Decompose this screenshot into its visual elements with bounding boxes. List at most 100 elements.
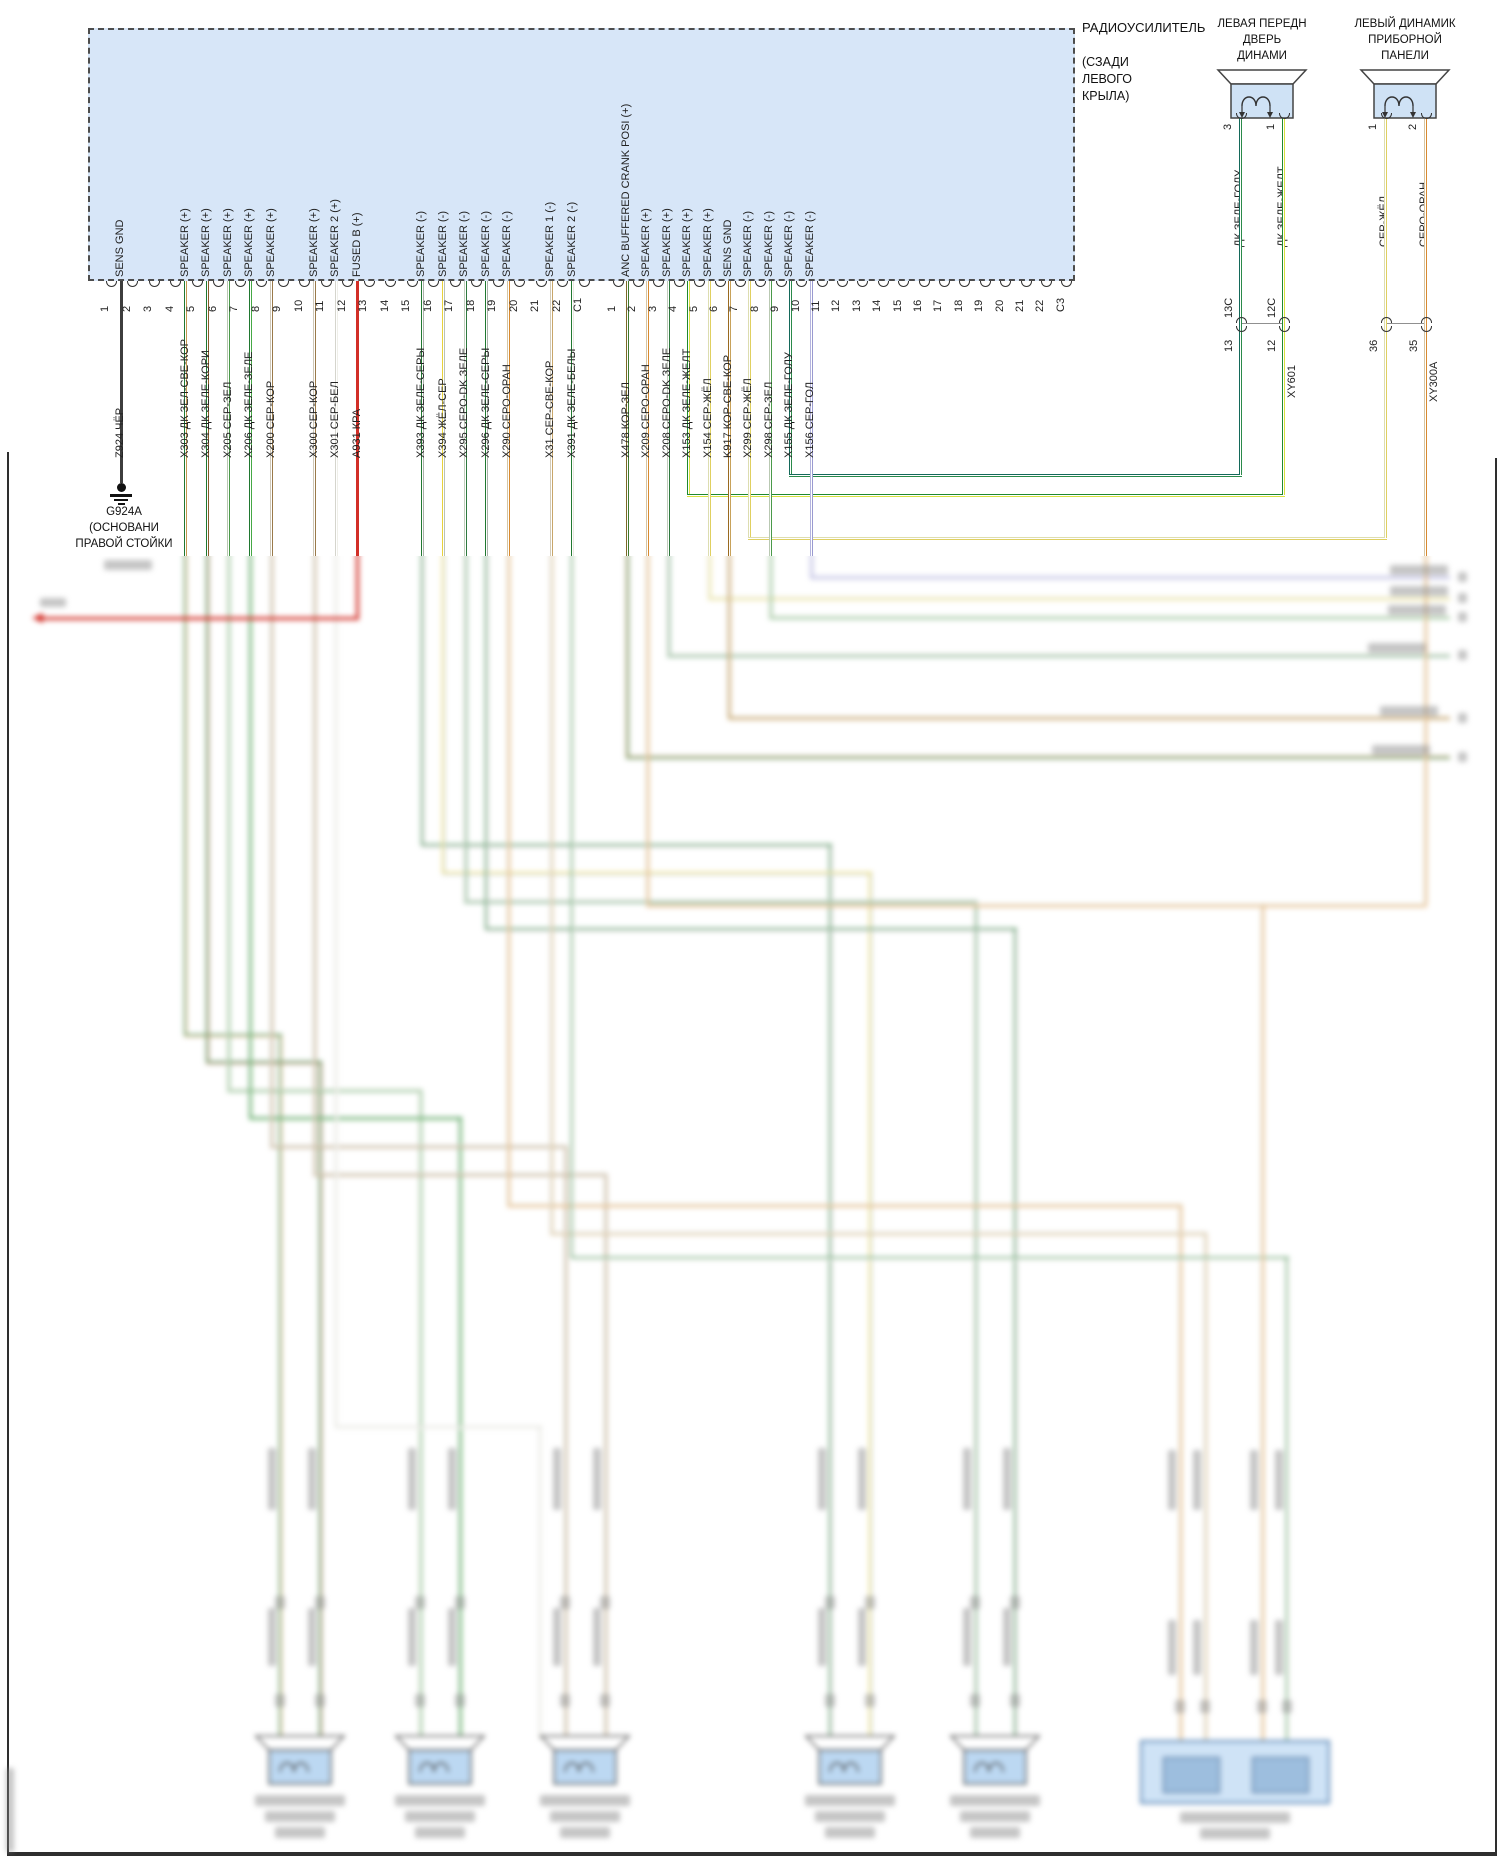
connector-pin xyxy=(320,281,332,287)
connector-pin xyxy=(277,281,289,287)
radio-amplifier-box xyxy=(88,28,1075,281)
pin-number: 7 xyxy=(228,305,240,312)
wire-segment xyxy=(603,1174,607,1740)
wire-segment xyxy=(549,281,553,556)
wire-segment xyxy=(1260,905,1264,1741)
blurred-text xyxy=(960,1811,1030,1822)
wire-segment xyxy=(625,556,629,757)
ground-note-line: (ОСНОВАНИ xyxy=(89,522,159,534)
pin-number: 17 xyxy=(932,299,945,312)
connector-pin xyxy=(612,281,624,287)
pin-function-label: SPEAKER (+) xyxy=(264,208,277,277)
wire-label: X156 СЕР-ГОЛ xyxy=(803,381,816,458)
blurred-text xyxy=(818,1448,826,1510)
pin-function-label: SPEAKER 2 (+) xyxy=(329,199,341,277)
blurred-text xyxy=(865,1596,875,1609)
connector-pin xyxy=(1000,281,1012,287)
blurred-text xyxy=(408,1448,416,1510)
pin-function-label: ANC BUFFERED CRANK POSI (+) xyxy=(620,103,632,277)
inline-connector-half xyxy=(1420,317,1432,323)
blurred-text xyxy=(308,1608,316,1666)
blurred-text xyxy=(395,1795,485,1806)
blurred-text xyxy=(1282,1700,1292,1713)
blurred-text xyxy=(1380,706,1438,716)
pin-number: 22 xyxy=(550,299,563,312)
blurred-text xyxy=(560,1827,610,1838)
wire-label: X304 ДК ЗЕЛЕ-КОРИ xyxy=(200,350,212,458)
wire-label: X301 СЕР-БЕЛ xyxy=(329,381,341,458)
wire-segment xyxy=(973,901,977,1740)
wire-label: X200 СЕР-КОР xyxy=(264,380,277,458)
amplifier-title: РАДИОУСИЛИТЕЛЬ xyxy=(1082,20,1206,35)
blurred-text xyxy=(1458,752,1467,762)
connector-pin xyxy=(514,281,525,287)
wire-segment xyxy=(549,556,553,1233)
blurred-text xyxy=(1458,713,1467,723)
blurred-text xyxy=(593,1448,601,1510)
dash-speaker-title: ПРИБОРНОЙ xyxy=(1368,34,1442,46)
wire-segment xyxy=(205,281,209,556)
blurred-text xyxy=(1168,1450,1176,1510)
speaker-pin-socket xyxy=(1278,113,1290,119)
wire-segment xyxy=(686,493,1285,497)
pin-number: 5 xyxy=(185,305,197,312)
bottom-speaker-symbol xyxy=(252,1734,348,1791)
blurred-text xyxy=(970,1596,980,1609)
wire-segment xyxy=(809,281,813,556)
page-border-bottom xyxy=(7,1852,1497,1856)
blurred-text xyxy=(268,1448,276,1510)
blurred-text xyxy=(1180,1812,1290,1823)
pin-number: 16 xyxy=(912,299,924,312)
wire-segment xyxy=(1203,1233,1207,1741)
connector-pin xyxy=(653,281,665,287)
pin-number: 8 xyxy=(748,305,761,312)
ground-id: G924A xyxy=(106,506,142,518)
inline-connector-half xyxy=(1420,326,1432,332)
pin-function-label: SPEAKER (-) xyxy=(479,210,492,277)
blurred-text xyxy=(970,1827,1020,1838)
bottom-module-inner-box xyxy=(1252,1757,1309,1793)
speaker-pin-socket xyxy=(1380,113,1392,119)
blurred-text xyxy=(1010,1694,1020,1707)
connector-pin xyxy=(342,281,353,287)
pin-function-label: SPEAKER (+) xyxy=(640,208,653,277)
wire-segment xyxy=(318,1062,322,1740)
wire-label: X205 СЕР-ЗЕЛ xyxy=(221,381,234,458)
wire-label: X393 ДК ЗЕЛЕ-СЕРЫ xyxy=(415,347,427,458)
blurred-text xyxy=(315,1596,325,1609)
blurred-text xyxy=(600,1596,610,1609)
blurred-text xyxy=(1200,1700,1210,1713)
connector-pin xyxy=(775,281,787,287)
pin-number: 4 xyxy=(163,305,176,312)
wire-label: X295 СЕРО-DK ЗЕЛЕ xyxy=(458,347,470,458)
blurred-text xyxy=(255,1795,345,1806)
pin-number: 10 xyxy=(292,299,305,312)
pin-number: 13 xyxy=(850,299,863,312)
blurred-text xyxy=(825,1596,835,1609)
bottom-speaker-symbol xyxy=(392,1734,488,1791)
wire-segment xyxy=(788,281,792,475)
blurred-text xyxy=(560,1694,570,1707)
offpage-arrow xyxy=(32,613,43,623)
blurred-text xyxy=(308,1448,316,1510)
blurred-text xyxy=(950,1795,1040,1806)
connector-pin xyxy=(492,281,504,287)
pin-function-label: SPEAKER (-) xyxy=(501,210,513,277)
connector-pin xyxy=(406,281,418,287)
blurred-text xyxy=(415,1827,465,1838)
wire-label: X290 СЕРО-ОРАН xyxy=(501,364,513,458)
blurred-text xyxy=(1275,1450,1283,1510)
connector-pin xyxy=(918,281,930,287)
blurred-text xyxy=(963,1448,971,1510)
blurred-text xyxy=(858,1448,866,1510)
connector-pin xyxy=(979,281,991,287)
blurred-text xyxy=(1368,643,1426,653)
pin-number: 2 xyxy=(120,305,133,312)
door-speaker-title: ЛЕВАЯ ПЕРЕДН xyxy=(1217,18,1307,30)
wire-segment xyxy=(809,556,813,577)
wire-segment xyxy=(707,596,1450,600)
blurred-text xyxy=(815,1811,885,1822)
wire-segment xyxy=(1013,929,1017,1740)
pin-number: 5 xyxy=(687,305,700,312)
